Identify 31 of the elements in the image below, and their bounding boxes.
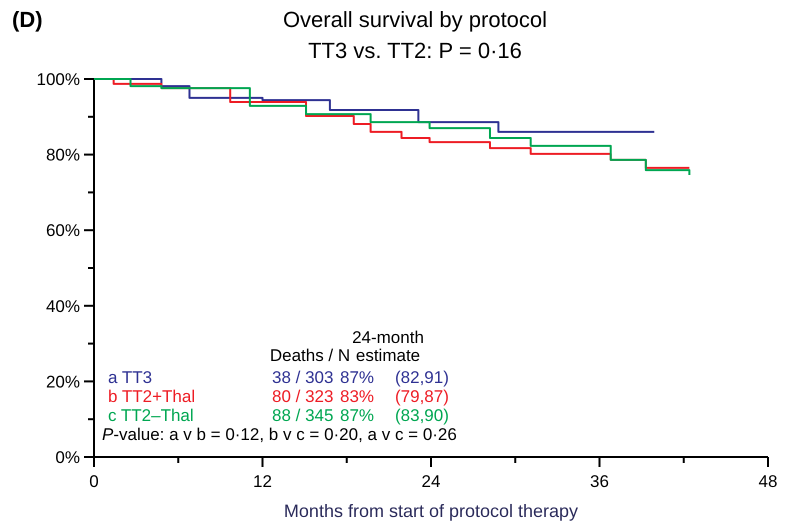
chart-subtitle: TT3 vs. TT2: P = 0·16 [308,38,522,63]
y-tick-label: 20% [46,372,80,392]
text: b TT2+Thal [108,387,196,406]
annotation: 83% [340,387,374,406]
x-tick-label: 12 [253,472,272,491]
x-tick-label: 24 [422,472,440,491]
x-axis-title: Months from start of protocol therapy [284,501,578,521]
text: c TT2–Thal [108,406,194,425]
annotation: 80 / 323 [272,387,334,406]
annotation: estimate [356,346,420,365]
text: a TT3 [108,368,152,387]
y-tick-label: 60% [46,221,80,240]
y-tick-label: 40% [46,296,80,316]
annotation: Deaths / N [270,346,350,365]
y-tick-label: 0% [55,448,80,467]
chart-title: Overall survival by protocol [282,7,548,32]
annotation: 87% [340,406,374,425]
annotation: (79,87) [395,387,449,406]
y-tick-label: 80% [46,146,80,165]
annotation: 24-month [352,328,424,347]
text: (D) [12,7,43,32]
x-tick-label: 0 [89,472,99,491]
annotation: 38 / 303 [272,368,334,387]
y-tick-label: 100% [36,70,80,89]
x-tick-label: 36 [590,472,609,491]
annotation: (82,91) [395,368,449,387]
annotation: (83,90) [395,406,449,425]
annotation: 87% [340,368,374,387]
annotation: P-value: a v b = 0·12, b v c = 0·20, a v c = 0·26 [102,425,457,444]
annotation: 88 / 345 [272,406,334,425]
x-tick-label: 48 [758,472,778,491]
